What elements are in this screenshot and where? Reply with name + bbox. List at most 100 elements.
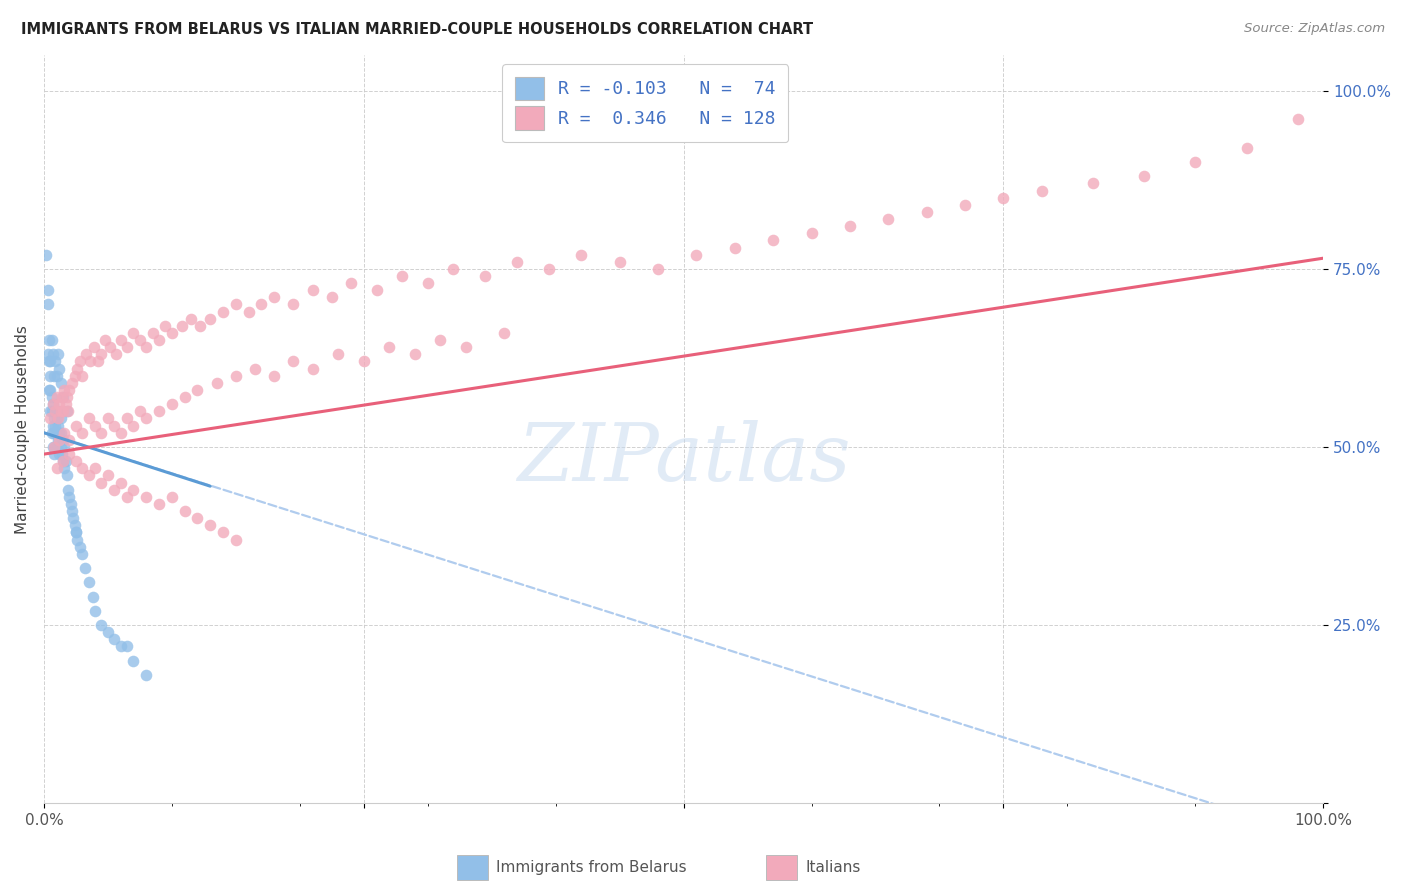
Point [79, 354, 101, 368]
Point [301, 283, 323, 297]
Point [538, 261, 561, 276]
Point [56, 390, 79, 404]
Point [53, 383, 76, 397]
Point [69, 354, 91, 368]
Point [56, 468, 79, 483]
Point [391, 268, 413, 283]
Point [58, 404, 80, 418]
Point [506, 254, 529, 268]
Point [84, 461, 107, 475]
Point [58, 490, 80, 504]
Point [84, 418, 107, 433]
Point [115, 490, 138, 504]
Point [103, 632, 125, 647]
Point [115, 340, 138, 354]
Point [41, 333, 63, 347]
Point [60, 504, 83, 518]
Point [225, 368, 247, 383]
Point [1286, 112, 1309, 127]
Point [42, 425, 65, 440]
Point [38, 383, 60, 397]
Point [366, 283, 388, 297]
Point [65, 454, 87, 468]
Point [45, 390, 67, 404]
Point [328, 347, 350, 361]
Point [42, 397, 65, 411]
Point [800, 226, 823, 240]
Point [42, 397, 65, 411]
Point [44, 440, 66, 454]
Point [37, 297, 59, 311]
Point [49, 376, 72, 390]
Legend: R = -0.103   N =  74, R =  0.346   N = 128: R = -0.103 N = 74, R = 0.346 N = 128 [502, 64, 789, 142]
Text: Source: ZipAtlas.com: Source: ZipAtlas.com [1244, 22, 1385, 36]
Point [51, 390, 73, 404]
Text: ZIPatlas: ZIPatlas [517, 420, 851, 498]
Point [225, 297, 247, 311]
Point [160, 326, 183, 340]
Point [110, 640, 132, 654]
Point [321, 290, 343, 304]
Point [128, 404, 150, 418]
Point [110, 333, 132, 347]
Point [46, 404, 69, 418]
Point [135, 668, 157, 682]
Point [186, 511, 208, 525]
Point [49, 440, 72, 454]
Point [1236, 141, 1258, 155]
Point [41, 390, 63, 404]
Point [90, 425, 112, 440]
Point [1031, 184, 1053, 198]
Point [52, 454, 75, 468]
Point [250, 297, 273, 311]
Point [56, 404, 79, 418]
Point [97, 625, 120, 640]
Point [225, 533, 247, 547]
Point [186, 383, 208, 397]
Point [243, 361, 266, 376]
Point [42, 418, 65, 433]
Point [148, 497, 170, 511]
Point [49, 404, 72, 418]
Point [94, 333, 117, 347]
Point [49, 411, 72, 425]
Point [48, 361, 70, 376]
Point [609, 254, 631, 268]
Point [953, 198, 976, 212]
Point [353, 354, 375, 368]
Point [84, 604, 107, 618]
Point [72, 547, 94, 561]
Point [42, 440, 65, 454]
Point [90, 618, 112, 632]
Point [188, 318, 211, 333]
Point [65, 525, 87, 540]
Point [51, 447, 73, 461]
Point [46, 347, 69, 361]
Point [69, 540, 91, 554]
Point [90, 475, 112, 490]
Point [53, 425, 76, 440]
Point [39, 404, 62, 418]
Point [42, 411, 65, 425]
Point [122, 654, 145, 668]
Point [39, 383, 62, 397]
Point [838, 219, 860, 234]
Text: Immigrants from Belarus: Immigrants from Belarus [496, 860, 688, 875]
Bar [457, 855, 488, 880]
Point [90, 347, 112, 361]
Point [378, 340, 401, 354]
Point [122, 483, 145, 497]
Point [53, 461, 76, 475]
Point [103, 418, 125, 433]
Point [877, 212, 900, 227]
Point [340, 276, 363, 290]
Point [238, 304, 260, 318]
Point [46, 418, 69, 433]
Point [42, 368, 65, 383]
Point [73, 561, 96, 575]
Point [83, 340, 105, 354]
Point [58, 447, 80, 461]
Point [44, 404, 66, 418]
Point [122, 418, 145, 433]
Point [52, 433, 75, 447]
